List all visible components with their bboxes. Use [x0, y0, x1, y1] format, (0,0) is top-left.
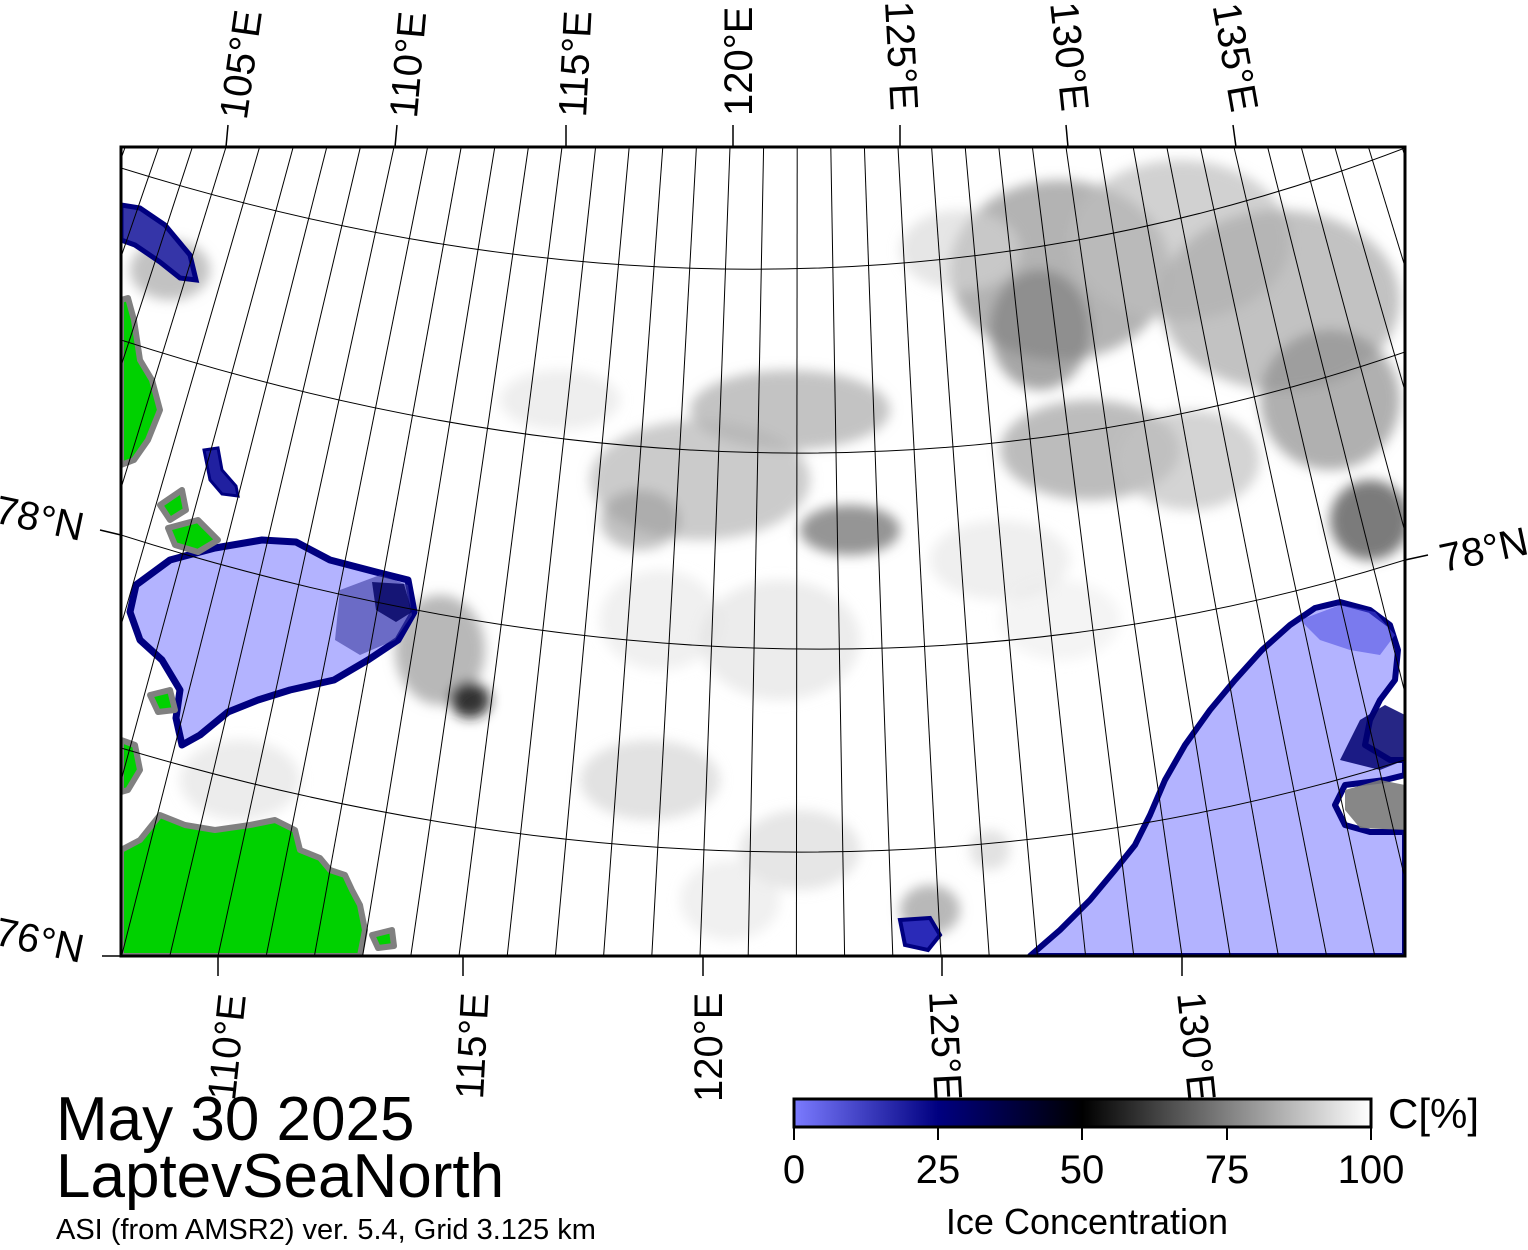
colorbar-tick-100: 100 — [1338, 1150, 1405, 1190]
bottom-lon-label-130: 130°E — [1170, 990, 1221, 1103]
top-lon-label-120: 120°E — [719, 7, 759, 116]
bottom-lon-label-125: 125°E — [922, 990, 968, 1101]
colorbar-tick-75: 75 — [1205, 1150, 1250, 1190]
bottom-lon-label-120: 120°E — [689, 993, 729, 1102]
colorbar-unit: C[%] — [1388, 1093, 1479, 1135]
product-subtitle: ASI (from AMSR2) ver. 5.4, Grid 3.125 km — [56, 1216, 596, 1245]
top-lon-label-115: 115°E — [553, 10, 599, 118]
colorbar-gradient — [794, 1099, 1371, 1127]
fast-ice-south-patch — [900, 918, 940, 950]
meridian-line — [0, 147, 125, 956]
colorbar — [794, 1099, 1371, 1140]
top-lon-label-125: 125°E — [878, 0, 924, 111]
colorbar-tick-50: 50 — [1060, 1150, 1105, 1190]
colorbar-title: Ice Concentration — [946, 1204, 1228, 1240]
colorbar-tick-25: 25 — [916, 1150, 961, 1190]
top-lon-label-110: 110°E — [384, 10, 433, 120]
top-lon-label-130: 130°E — [1043, 0, 1094, 113]
colorbar-tick-0: 0 — [783, 1150, 805, 1190]
region-title: LaptevSeaNorth — [56, 1146, 504, 1208]
meridian-line — [0, 147, 92, 956]
bottom-lon-label-115: 115°E — [450, 992, 496, 1100]
